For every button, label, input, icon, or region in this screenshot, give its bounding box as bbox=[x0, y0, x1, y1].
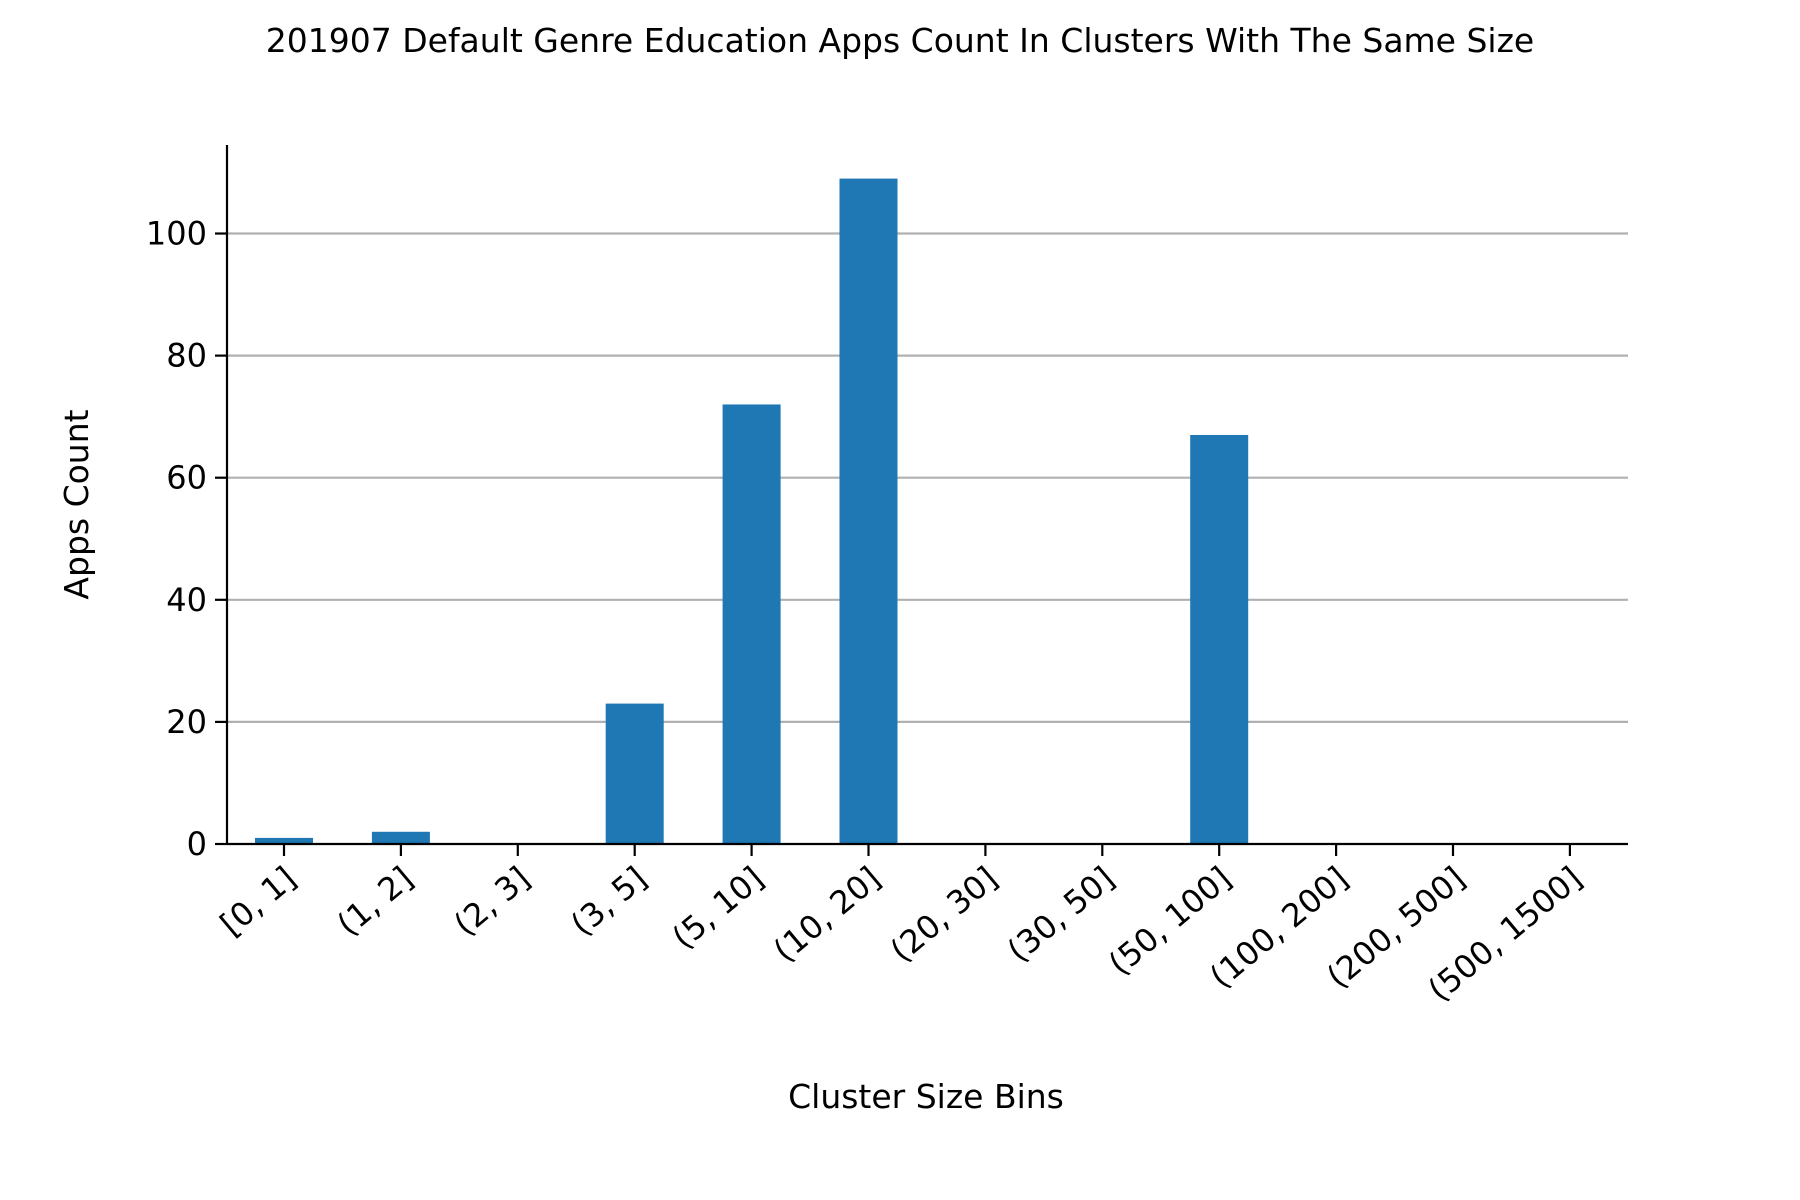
x-tick-label: (5, 10] bbox=[665, 859, 771, 956]
x-tick-label: (1, 2] bbox=[330, 859, 420, 943]
bar-5 bbox=[839, 178, 898, 844]
bar-1 bbox=[371, 831, 430, 844]
x-tick-label: [0, 1] bbox=[213, 859, 303, 943]
bar-3 bbox=[605, 703, 664, 844]
bars bbox=[255, 178, 1249, 844]
y-tick-label: 60 bbox=[166, 459, 207, 497]
y-axis-label: Apps Count bbox=[57, 409, 96, 599]
y-tick-label: 80 bbox=[166, 337, 207, 375]
chart-title: 201907 Default Genre Education Apps Coun… bbox=[266, 21, 1534, 60]
y-tick-label: 40 bbox=[166, 581, 207, 619]
x-tick-label: (10, 20] bbox=[766, 859, 888, 970]
x-axis-ticks: [0, 1] (1, 2] (2, 3] (3, 5] (5, 10](10, 20](… bbox=[213, 844, 1589, 1009]
bar-4 bbox=[722, 404, 781, 844]
y-tick-label: 0 bbox=[187, 825, 207, 863]
y-tick-label: 20 bbox=[166, 703, 207, 741]
bar-8 bbox=[1190, 434, 1249, 844]
x-tick-label: (20, 30] bbox=[883, 859, 1005, 970]
y-axis-ticks: 0 20 40 60 80 100 bbox=[146, 215, 227, 863]
x-axis-label: Cluster Size Bins bbox=[788, 1077, 1064, 1116]
x-tick-label: (3, 5] bbox=[564, 859, 654, 943]
y-tick-label: 100 bbox=[146, 215, 207, 253]
x-tick-label: (2, 3] bbox=[447, 859, 537, 943]
bar-0 bbox=[255, 837, 313, 844]
y-gridlines bbox=[227, 232, 1628, 724]
